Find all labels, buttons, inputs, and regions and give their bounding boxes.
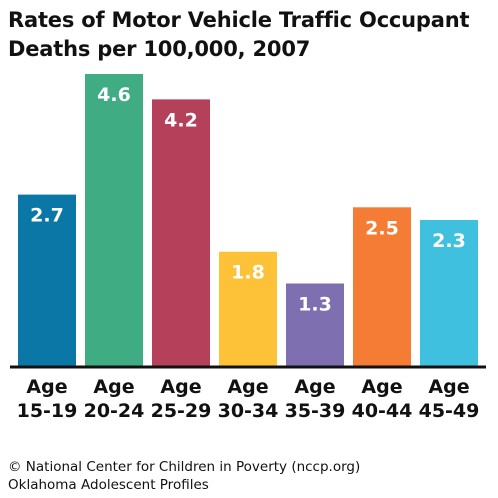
bar-age-30-34: [219, 251, 277, 366]
value-label: 2.3: [432, 230, 466, 252]
bar-age-15-19: [18, 194, 76, 366]
value-label: 4.6: [97, 84, 131, 106]
x-tick-label: Age: [361, 376, 402, 398]
value-label: 4.2: [164, 109, 198, 131]
x-tick-label: 35-39: [285, 400, 346, 422]
x-tick-label: 30-34: [218, 400, 279, 422]
x-tick-label: Age: [227, 376, 268, 398]
x-tick-label: Age: [160, 376, 201, 398]
chart-title: Rates of Motor Vehicle Traffic Occupant …: [8, 6, 492, 64]
x-tick-label: Age: [93, 376, 134, 398]
chart-title-line-2: Deaths per 100,000, 2007: [8, 37, 311, 61]
x-tick-labels-group: Age15-19Age20-24Age25-29Age30-34Age35-39…: [17, 376, 480, 422]
bar-age-25-29: [152, 99, 210, 367]
credit-line-1: © National Center for Children in Povert…: [8, 459, 361, 475]
x-tick-label: 15-19: [17, 400, 78, 422]
bar-age-40-44: [353, 207, 411, 366]
value-label: 1.3: [298, 293, 332, 315]
x-tick-label: 40-44: [352, 400, 413, 422]
value-label: 1.8: [231, 262, 265, 284]
value-label: 2.7: [30, 205, 64, 227]
value-label: 2.5: [365, 217, 399, 239]
value-labels-group: 2.7 4.6 4.2 1.8 1.3 2.5 2.3: [30, 84, 466, 315]
x-tick-label: Age: [26, 376, 67, 398]
bar-age-45-49: [420, 220, 478, 366]
x-tick-label: 45-49: [419, 400, 480, 422]
x-tick-label: Age: [294, 376, 335, 398]
bar-age-20-24: [85, 74, 143, 366]
source-credit: © National Center for Children in Povert…: [8, 458, 492, 494]
bar-age-35-39: [286, 283, 344, 366]
x-tick-label: Age: [428, 376, 469, 398]
x-tick-label: 20-24: [84, 400, 145, 422]
chart-title-line-1: Rates of Motor Vehicle Traffic Occupant: [8, 8, 470, 32]
x-tick-label: 25-29: [151, 400, 212, 422]
credit-line-2: Oklahoma Adolescent Profiles: [8, 477, 209, 493]
bars-group: [18, 74, 478, 367]
